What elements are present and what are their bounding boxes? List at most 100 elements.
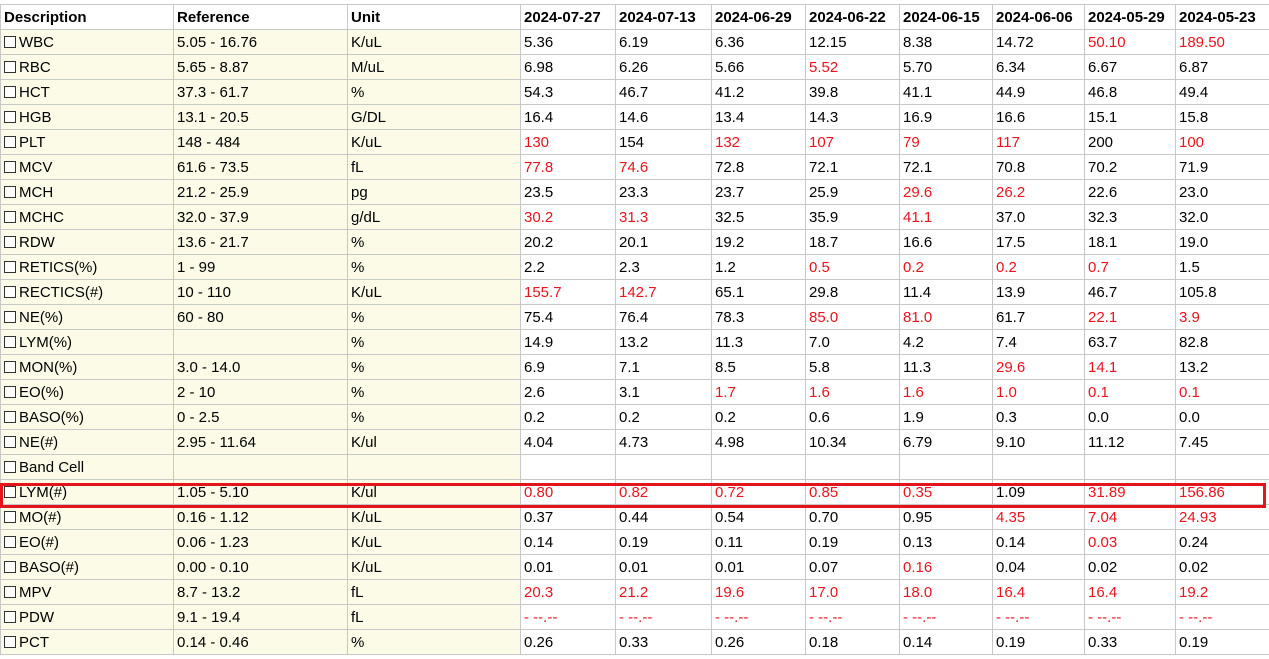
row-checkbox[interactable]: [4, 410, 16, 423]
row-checkbox[interactable]: [4, 85, 16, 98]
table-row[interactable]: WBC 5.05 - 16.76 K/uL 5.36 6.19 6.36 12.15 8.38…: [0, 29, 1269, 55]
row-checkbox[interactable]: [4, 635, 16, 648]
result-value: 4.2: [899, 329, 993, 355]
row-checkbox[interactable]: [4, 610, 16, 623]
result-value-abnormal: 4.35: [992, 504, 1085, 530]
header-date[interactable]: 2024-06-22: [805, 4, 900, 30]
result-value-abnormal: 19.6: [711, 579, 806, 605]
table-row[interactable]: LYM(#) 1.05 - 5.10 K/ul 0.80 0.82 0.72 0.85 0.3…: [0, 479, 1269, 505]
row-reference: 60 - 80: [173, 304, 348, 330]
header-date[interactable]: 2024-05-23: [1175, 4, 1269, 30]
result-value: 4.73: [615, 429, 712, 455]
result-value: 39.8: [805, 79, 900, 105]
table-row[interactable]: MCH 21.2 - 25.9 pg 23.5 23.3 23.7 25.9 29.6 26.2…: [0, 179, 1269, 205]
result-value: 6.26: [615, 54, 712, 80]
result-value: 0.95: [899, 504, 993, 530]
row-checkbox[interactable]: [4, 210, 16, 223]
result-value: 6.19: [615, 29, 712, 55]
row-checkbox[interactable]: [4, 560, 16, 573]
table-row[interactable]: MO(#) 0.16 - 1.12 K/uL 0.37 0.44 0.54 0.70 0.95…: [0, 504, 1269, 530]
row-checkbox[interactable]: [4, 135, 16, 148]
table-row[interactable]: EO(%) 2 - 10% 2.6 3.1 1.7 1.6 1.6 1.0 0.1 0.1: [0, 379, 1269, 405]
header-date[interactable]: 2024-06-29: [711, 4, 806, 30]
header-date[interactable]: 2024-05-29: [1084, 4, 1176, 30]
result-value: 0.54: [711, 504, 806, 530]
table-row[interactable]: NE(#) 2.95 - 11.64 K/ul 4.04 4.73 4.98 10.34 6.…: [0, 429, 1269, 455]
row-checkbox[interactable]: [4, 335, 16, 348]
header-date[interactable]: 2024-06-15: [899, 4, 993, 30]
result-value-abnormal: 18.0: [899, 579, 993, 605]
result-value: 6.98: [520, 54, 616, 80]
row-reference: 0 - 2.5: [173, 404, 348, 430]
result-value-abnormal: 130: [520, 129, 616, 155]
header-date[interactable]: 2024-07-13: [615, 4, 712, 30]
header-date[interactable]: 2024-06-06: [992, 4, 1085, 30]
row-checkbox[interactable]: [4, 285, 16, 298]
row-unit: fL: [347, 604, 521, 630]
table-row[interactable]: MON(%) 3.0 - 14.0% 6.9 7.1 8.5 5.8 11.3 29.6 14.…: [0, 354, 1269, 380]
row-checkbox[interactable]: [4, 60, 16, 73]
result-value: 7.45: [1175, 429, 1269, 455]
row-unit: %: [347, 79, 521, 105]
table-row[interactable]: BASO(%) 0 - 2.5% 0.2 0.2 0.2 0.6 1.9 0.3 0.0 0.0: [0, 404, 1269, 430]
result-value: 16.9: [899, 104, 993, 130]
header-description[interactable]: Description: [0, 4, 174, 30]
table-row[interactable]: HCT 37.3 - 61.7% 54.3 46.7 41.2 39.8 41.1 44.9 4…: [0, 79, 1269, 105]
table-row[interactable]: MCV 61.6 - 73.5 fL 77.8 74.6 72.8 72.1 72.1 70.8…: [0, 154, 1269, 180]
table-row[interactable]: RECTICS(#) 10 - 110 K/uL 155.7 142.7 65.1 29.8…: [0, 279, 1269, 305]
row-checkbox[interactable]: [4, 535, 16, 548]
result-value: 8.5: [711, 354, 806, 380]
row-reference: 0.00 - 0.10: [173, 554, 348, 580]
row-checkbox[interactable]: [4, 510, 16, 523]
table-row[interactable]: EO(#) 0.06 - 1.23 K/uL 0.14 0.19 0.11 0.19 0.13…: [0, 529, 1269, 555]
table-row[interactable]: BASO(#) 0.00 - 0.10 K/uL 0.01 0.01 0.01 0.07 0.…: [0, 554, 1269, 580]
row-description-label: RETICS(%): [19, 258, 98, 276]
table-row[interactable]: HGB 13.1 - 20.5 G/DL 16.4 14.6 13.4 14.3 16.9 16…: [0, 104, 1269, 130]
row-checkbox[interactable]: [4, 385, 16, 398]
table-row[interactable]: PLT 148 - 484 K/uL 130 154 132 107 79 117 200 100: [0, 129, 1269, 155]
table-row[interactable]: MCHC 32.0 - 37.9 g/dL 30.2 31.3 32.5 35.9 41.1 3…: [0, 204, 1269, 230]
row-checkbox[interactable]: [4, 160, 16, 173]
result-value: 20.2: [520, 229, 616, 255]
table-row[interactable]: LYM(%)% 14.9 13.2 11.3 7.0 4.2 7.4 63.7 82.8: [0, 329, 1269, 355]
row-checkbox[interactable]: [4, 35, 16, 48]
row-reference: 2.95 - 11.64: [173, 429, 348, 455]
row-checkbox[interactable]: [4, 185, 16, 198]
result-value: 0.24: [1175, 529, 1269, 555]
result-value: 16.6: [899, 229, 993, 255]
header-reference[interactable]: Reference: [173, 4, 348, 30]
table-row[interactable]: PCT 0.14 - 0.46% 0.26 0.33 0.26 0.18 0.14 0.19 0…: [0, 629, 1269, 655]
row-checkbox[interactable]: [4, 435, 16, 448]
row-reference: 1 - 99: [173, 254, 348, 280]
row-checkbox[interactable]: [4, 235, 16, 248]
table-row[interactable]: RBC 5.65 - 8.87 M/uL 6.98 6.26 5.66 5.52 5.70 6.…: [0, 54, 1269, 80]
result-value: 78.3: [711, 304, 806, 330]
table-row[interactable]: RDW 13.6 - 21.7% 20.2 20.1 19.2 18.7 16.6 17.5 1…: [0, 229, 1269, 255]
header-unit[interactable]: Unit: [347, 4, 521, 30]
result-value-abnormal: 117: [992, 129, 1085, 155]
table-row[interactable]: NE(%) 60 - 80% 75.4 76.4 78.3 85.0 81.0 61.7 22.…: [0, 304, 1269, 330]
row-checkbox[interactable]: [4, 260, 16, 273]
result-value-abnormal: 0.80: [520, 479, 616, 505]
row-checkbox[interactable]: [4, 485, 16, 498]
table-row[interactable]: MPV 8.7 - 13.2 fL 20.3 21.2 19.6 17.0 18.0 16.4 1…: [0, 579, 1269, 605]
row-checkbox[interactable]: [4, 360, 16, 373]
row-description-label: MCHC: [19, 208, 64, 226]
result-value: 0.37: [520, 504, 616, 530]
result-value: 154: [615, 129, 712, 155]
result-value: 2.3: [615, 254, 712, 280]
result-value: [992, 454, 1085, 480]
row-description-label: MPV: [19, 583, 52, 601]
row-checkbox[interactable]: [4, 310, 16, 323]
result-value-abnormal: 1.0: [992, 379, 1085, 405]
row-checkbox[interactable]: [4, 585, 16, 598]
row-checkbox[interactable]: [4, 110, 16, 123]
header-date[interactable]: 2024-07-27: [520, 4, 616, 30]
row-reference: 1.05 - 5.10: [173, 479, 348, 505]
result-value: 22.6: [1084, 179, 1176, 205]
table-row[interactable]: Band Cell: [0, 454, 1269, 480]
row-checkbox[interactable]: [4, 460, 16, 473]
table-row[interactable]: RETICS(%) 1 - 99% 2.2 2.3 1.2 0.5 0.2 0.2 0.7 1.5: [0, 254, 1269, 280]
result-value: 0.2: [615, 404, 712, 430]
table-row[interactable]: PDW 9.1 - 19.4 fL - --.-- - --.-- - --.-- - --…: [0, 604, 1269, 630]
